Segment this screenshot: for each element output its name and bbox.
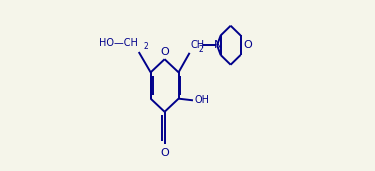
Text: 2: 2 — [143, 42, 148, 51]
Text: OH: OH — [194, 95, 209, 105]
Text: N: N — [213, 40, 222, 50]
Text: 2: 2 — [199, 45, 203, 54]
Text: CH: CH — [190, 40, 204, 50]
Text: O: O — [160, 148, 169, 158]
Text: O: O — [160, 47, 169, 57]
Text: O: O — [244, 40, 252, 50]
Text: HO—CH: HO—CH — [99, 38, 138, 48]
